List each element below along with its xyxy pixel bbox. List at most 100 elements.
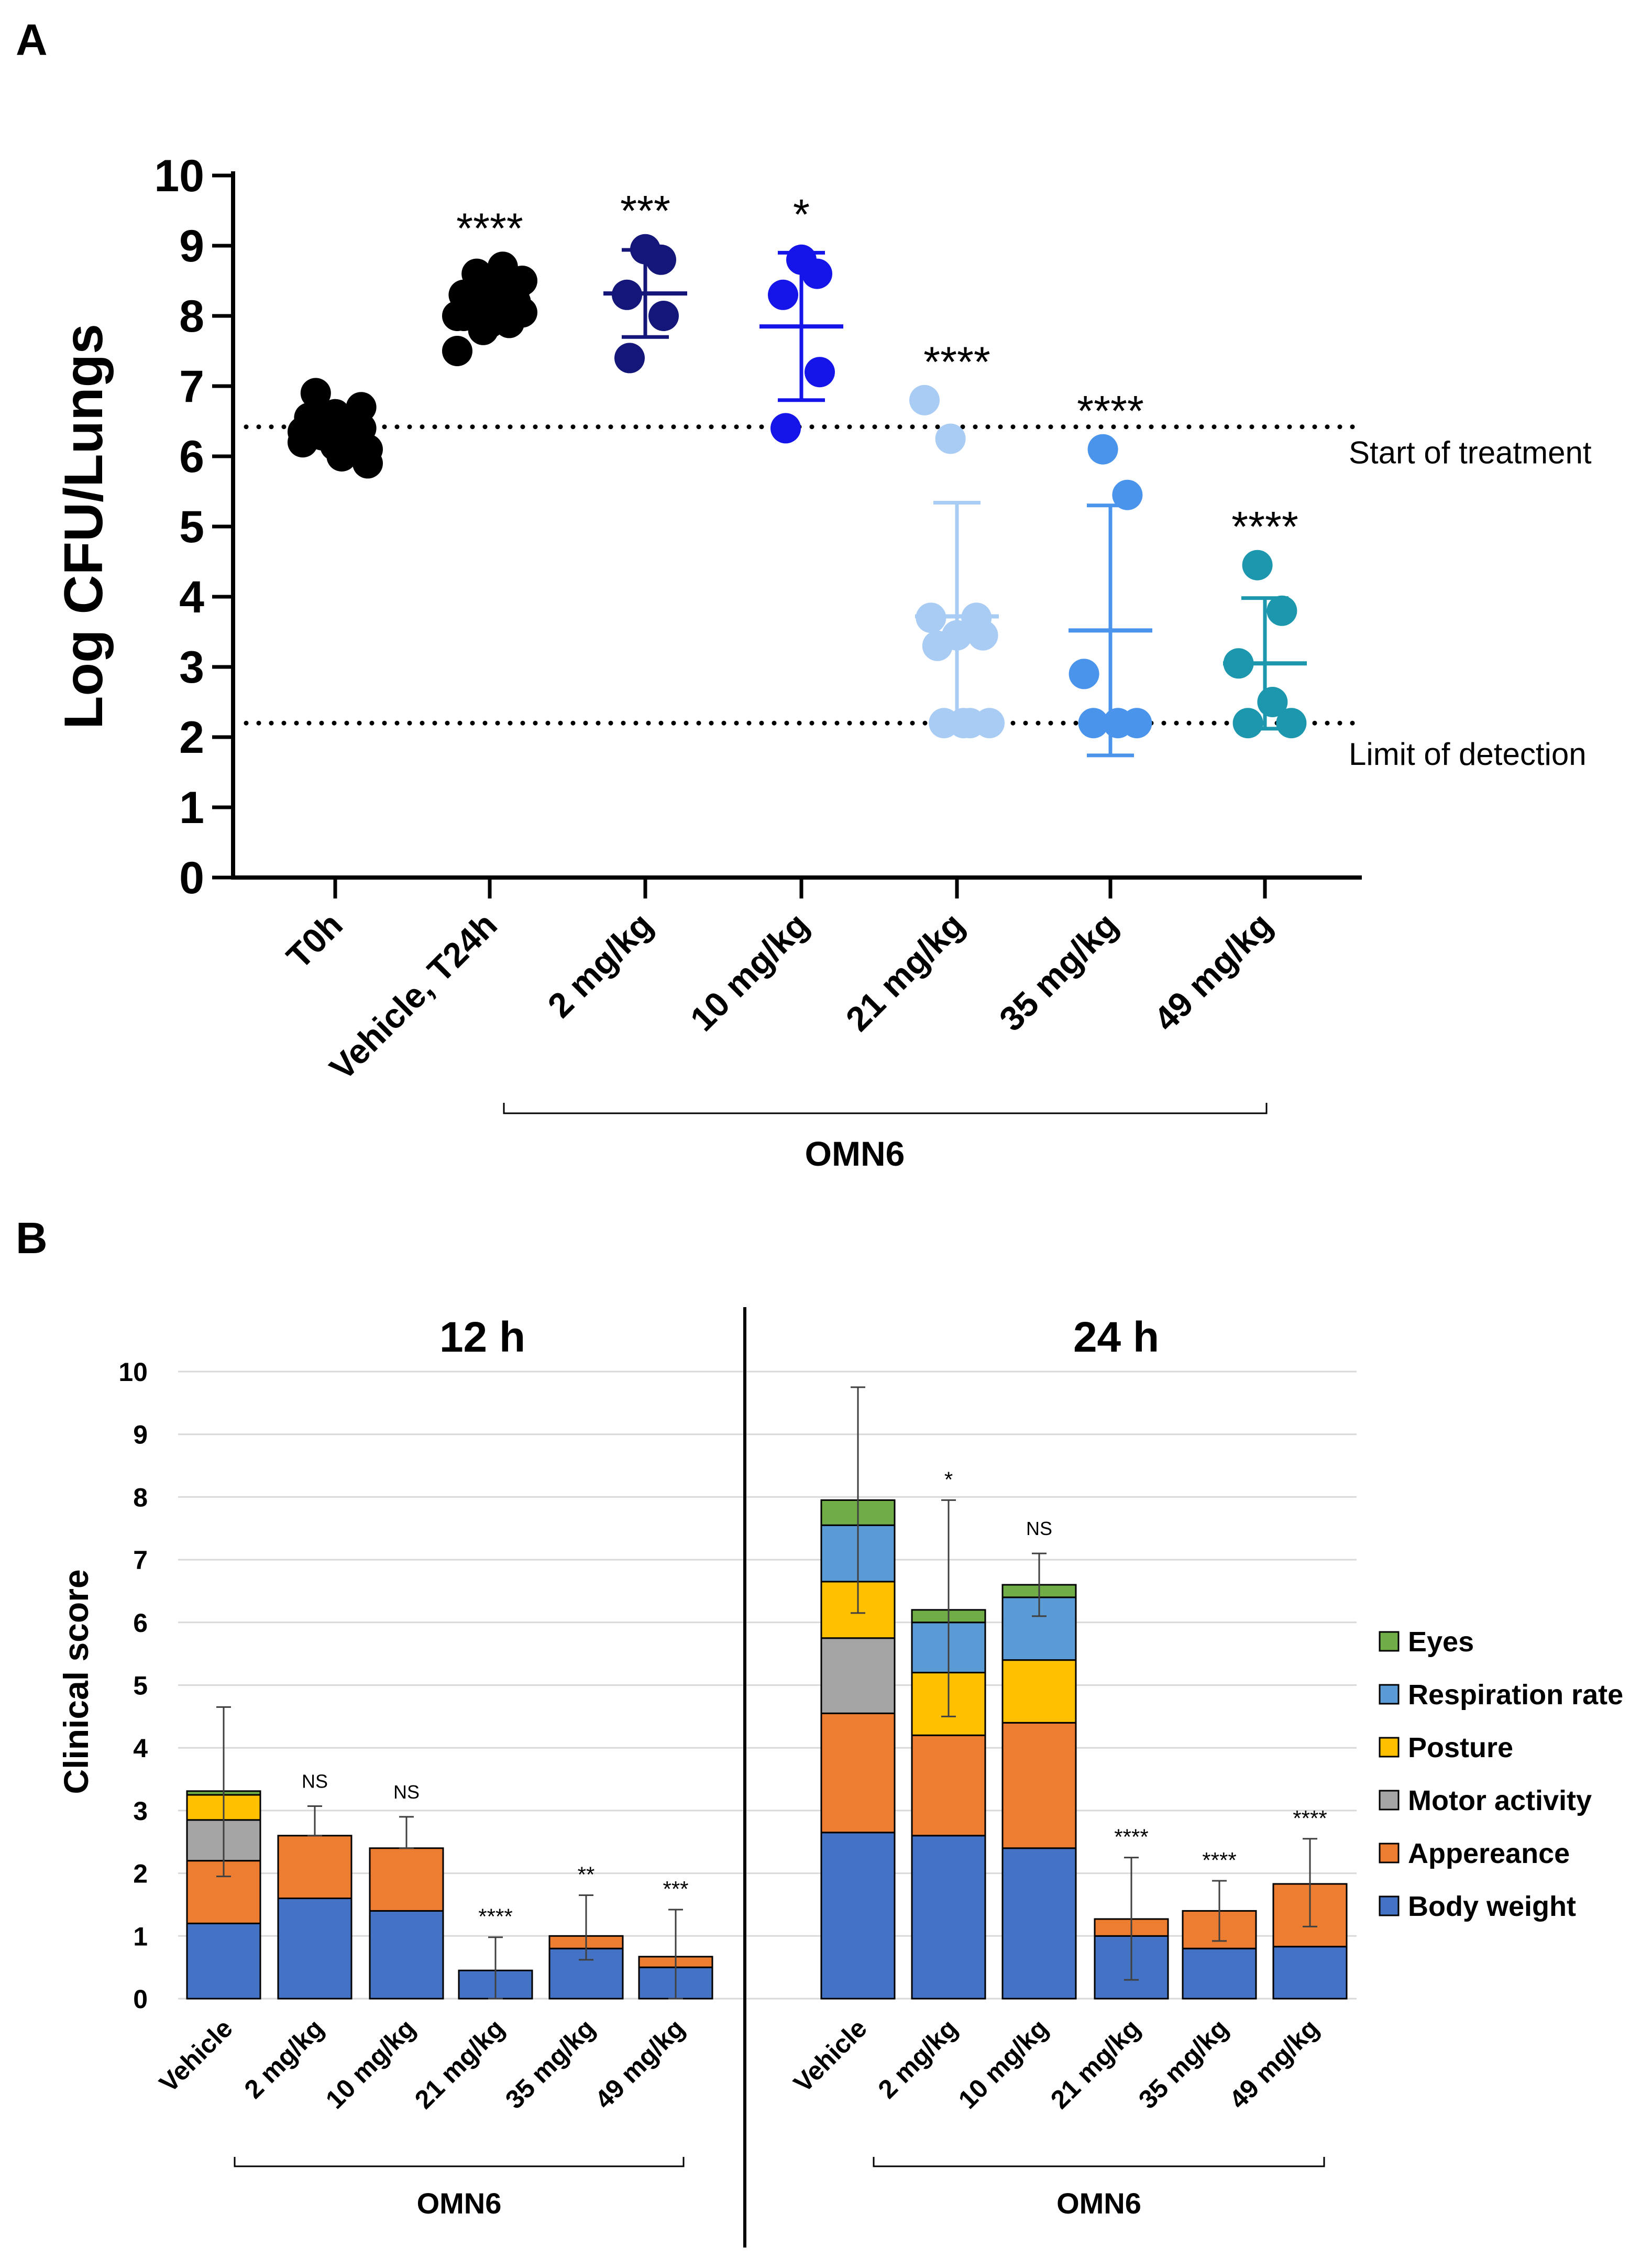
data-point: [1276, 708, 1307, 739]
significance-label: NS: [1026, 1518, 1052, 1539]
data-point: [909, 385, 940, 415]
data-point: [1087, 434, 1118, 465]
legend-label: Respiration rate: [1408, 1679, 1623, 1711]
y-tick-label: 0: [179, 853, 204, 903]
x-tick-label: 35 mg/kg: [1133, 2013, 1234, 2114]
data-point: [326, 420, 357, 451]
significance-label: ****: [1077, 388, 1144, 435]
bar-segment: [820, 1712, 896, 1834]
significance-label: ****: [1293, 1806, 1327, 1830]
legend-label: Body weight: [1408, 1891, 1576, 1922]
omn6-bracket: [234, 2157, 685, 2167]
data-point: [768, 279, 798, 310]
y-axis-title: Log CFU/Lungs: [53, 324, 114, 729]
data-point: [935, 423, 966, 454]
data-point: [922, 630, 953, 661]
x-tick-label: T0h: [279, 905, 350, 976]
bar-segment: [548, 1947, 624, 2000]
legend-label: Motor activity: [1408, 1785, 1592, 1816]
omn6-label: OMN6: [417, 2187, 502, 2220]
bar-segment: [820, 1832, 896, 2000]
data-point: [1266, 595, 1297, 626]
x-tick-label: 2 mg/kg: [239, 2013, 329, 2104]
data-point: [353, 448, 383, 479]
x-tick-label: 35 mg/kg: [992, 905, 1125, 1039]
y-tick-label: 7: [133, 1545, 148, 1575]
data-point: [300, 378, 331, 409]
legend-label: Eyes: [1408, 1626, 1474, 1658]
reference-line-label: Start of treatment: [1349, 435, 1592, 470]
subplot-title: 12 h: [439, 1313, 525, 1361]
data-point: [442, 336, 472, 366]
bar-segment: [277, 1897, 353, 2000]
bar-segment: [1272, 1946, 1348, 2000]
y-tick-label: 10: [154, 151, 204, 201]
legend-label: Posture: [1408, 1732, 1513, 1763]
x-tick-label: 49 mg/kg: [589, 2013, 690, 2114]
y-tick-label: 4: [179, 572, 204, 622]
data-point: [300, 399, 331, 430]
significance-label: *: [793, 191, 810, 238]
x-tick-label: 10 mg/kg: [953, 2013, 1054, 2114]
panel-a-chart: 0 1 2 3 4 5 6 7 8 9 10 Log CFU/Lungs Start of treatm…: [53, 151, 1592, 1173]
bar-segment: [186, 1922, 261, 2000]
legend-swatch: [1379, 1843, 1400, 1864]
x-tick-label: 10 mg/kg: [682, 905, 816, 1039]
y-tick-label: 0: [133, 1985, 148, 2014]
y-tick-label: 10: [118, 1357, 148, 1387]
data-point: [481, 283, 512, 314]
y-tick-label: 7: [179, 361, 204, 412]
legend-swatch: [1379, 1737, 1400, 1758]
bar-segment: [277, 1835, 353, 1899]
omn6-label: OMN6: [1056, 2187, 1141, 2220]
y-tick-label: 2: [133, 1859, 148, 1889]
x-tick-label: 21 mg/kg: [838, 905, 972, 1039]
legend-swatch: [1379, 1631, 1400, 1652]
reference-line-label: Limit of detection: [1349, 737, 1587, 772]
data-point: [770, 413, 801, 444]
y-tick-label: 6: [179, 432, 204, 482]
x-tick-label: Vehicle: [153, 2013, 238, 2098]
data-point: [967, 620, 998, 651]
significance-label: ****: [456, 205, 523, 253]
data-point: [1078, 708, 1109, 739]
panel-b-label: B: [16, 1213, 48, 1263]
x-tick-label: 21 mg/kg: [1045, 2013, 1146, 2114]
significance-label: NS: [393, 1781, 420, 1803]
bar-segment: [911, 1835, 986, 2000]
bar-segment: [1001, 1722, 1077, 1849]
bar-segment: [369, 1847, 444, 1912]
significance-label: *: [944, 1467, 953, 1492]
data-point: [1121, 708, 1152, 739]
y-tick-label: 5: [133, 1671, 148, 1701]
y-tick-label: 4: [133, 1734, 148, 1763]
data-point: [1242, 550, 1273, 580]
subplot-title: 24 h: [1073, 1313, 1159, 1361]
data-point: [455, 290, 486, 321]
legend-swatch: [1379, 1790, 1400, 1811]
legend-swatch: [1379, 1684, 1400, 1705]
data-point: [614, 343, 645, 374]
bar-segment: [820, 1637, 896, 1714]
significance-label: ****: [1114, 1825, 1148, 1849]
significance-label: ****: [478, 1904, 512, 1929]
panel-b-chart: 0 1 2 3 4 5 6 7 8 9 10 Clinical score 12 h Vehicle NS 2…: [57, 1307, 1623, 2248]
bar-segment: [911, 1734, 986, 1837]
significance-label: ***: [663, 1877, 688, 1901]
bar-segment: [369, 1910, 444, 2000]
y-tick-label: 1: [179, 783, 204, 833]
legend-label: Appereance: [1408, 1838, 1570, 1869]
x-tick-label: 10 mg/kg: [320, 2013, 421, 2114]
bar-segment: [1182, 1947, 1257, 2000]
x-tick-label: 49 mg/kg: [1146, 905, 1280, 1039]
data-point: [954, 708, 985, 739]
bar-segment: [1001, 1659, 1077, 1724]
data-point: [1069, 659, 1099, 689]
significance-label: ****: [923, 338, 990, 386]
data-point: [648, 301, 679, 331]
legend-swatch: [1379, 1895, 1400, 1916]
data-point: [805, 357, 835, 388]
significance-label: ***: [620, 188, 670, 235]
y-tick-label: 6: [133, 1608, 148, 1638]
